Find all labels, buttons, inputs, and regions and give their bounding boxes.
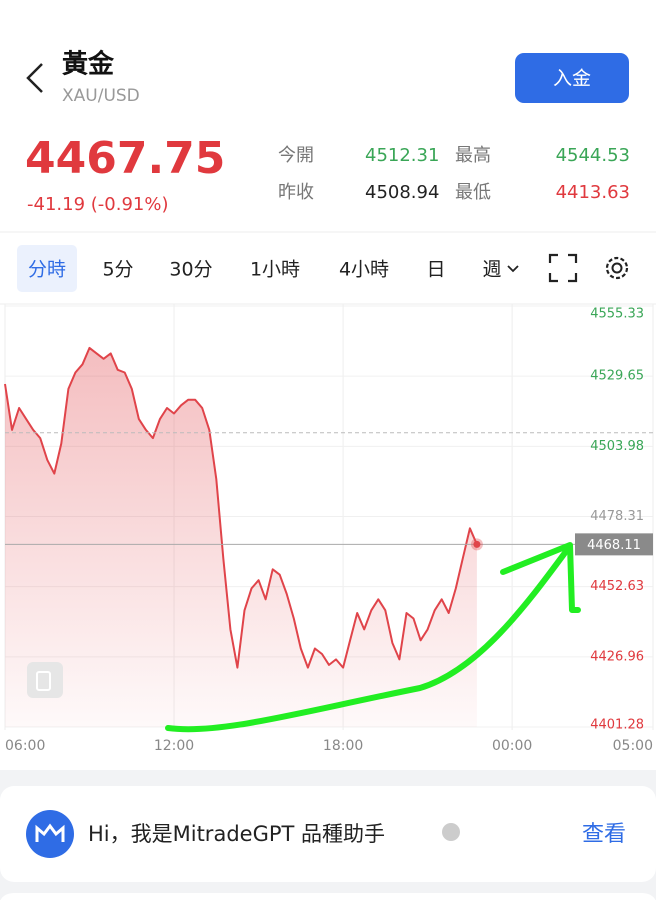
settings-icon[interactable] (605, 256, 629, 280)
deposit-label[interactable]: 入金 (553, 68, 591, 90)
y-tick-label: 4401.28 (590, 718, 644, 733)
tabs: 分時 5分 30分 1小時 4小時 日 週 (28, 259, 502, 281)
gear[interactable] (605, 256, 629, 280)
gear-center[interactable] (611, 262, 623, 274)
tab-chevron[interactable] (507, 265, 519, 273)
y-tick-label: 4503.98 (590, 439, 644, 454)
y-tick-label: 4529.65 (590, 369, 644, 384)
stat-value: 4413.63 (556, 182, 630, 203)
x-tick-label: 00:00 (492, 738, 532, 754)
stat-value: 4544.53 (556, 145, 630, 166)
annotation-arrowhead (500, 542, 581, 613)
area (5, 347, 477, 727)
info-icon[interactable] (442, 823, 460, 841)
stats: 今開 4512.31 最高 4544.53 昨收 4508.94 最低 4413.63 (278, 145, 630, 203)
x-tick-label: 18:00 (323, 738, 363, 754)
tab[interactable]: 4小時 (339, 259, 389, 281)
assistant-avatar (26, 810, 74, 858)
stat-label: 最高 (455, 145, 491, 166)
y-tick-label: 4426.96 (590, 649, 644, 664)
assistant-card[interactable] (0, 786, 656, 882)
annotation-arrow (165, 543, 573, 733)
next-card (0, 893, 656, 900)
chart: 06:00 12:00 18:00 00:00 05:00 4401.28 4426.96 4… (4, 304, 654, 754)
stat-value: 4508.94 (365, 182, 439, 203)
overlay-button[interactable] (27, 662, 63, 698)
fullscreen-icon[interactable] (548, 253, 578, 283)
x-tick-label: 06:00 (5, 738, 45, 754)
y-tick-label: 4478.31 (590, 509, 644, 524)
assistant-text: Hi，我是MitradeGPT 品種助手 (88, 822, 385, 846)
stat-value: 4512.31 (365, 145, 439, 166)
stat-label: 昨收 (278, 182, 314, 203)
assistant-action[interactable]: 查看 (582, 822, 626, 847)
x-tick-label: 12:00 (154, 738, 194, 754)
tab[interactable]: 日 (426, 259, 445, 281)
last-price-label: 4468.11 (587, 538, 641, 553)
price: 4467.75 (25, 133, 225, 184)
back-button[interactable] (26, 63, 43, 93)
tab-selected-bg (17, 245, 77, 292)
overlay-icon[interactable] (36, 671, 51, 691)
tab[interactable]: 分時 (28, 259, 66, 281)
last-point-core (473, 540, 481, 548)
y-tick-label: 4452.63 (590, 579, 644, 594)
last-price-tag (575, 533, 653, 556)
x-tick-label: 05:00 (613, 738, 653, 754)
tab[interactable]: 5分 (102, 259, 133, 281)
subtitle: XAU/USD (62, 86, 140, 106)
price-change: -41.19 (-0.91%) (27, 194, 168, 215)
tab[interactable]: 週 (482, 259, 501, 281)
stat-label: 最低 (455, 182, 491, 203)
deposit-button[interactable] (515, 53, 629, 103)
title: 黃金 (62, 49, 115, 80)
tab[interactable]: 1小時 (250, 259, 300, 281)
y-tick-label: 4555.33 (590, 307, 644, 322)
price-line (4, 346, 478, 669)
tab[interactable]: 30分 (169, 259, 212, 281)
assistant-logo (35, 823, 65, 842)
stat-label: 今開 (278, 145, 314, 166)
